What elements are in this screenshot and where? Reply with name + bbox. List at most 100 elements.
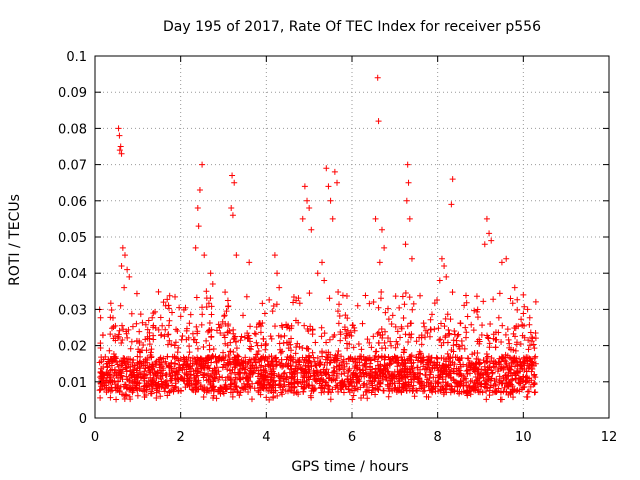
data-point bbox=[318, 324, 325, 331]
data-point bbox=[189, 354, 196, 361]
data-point bbox=[222, 340, 229, 347]
data-point bbox=[342, 312, 349, 319]
data-point bbox=[323, 339, 330, 346]
data-point bbox=[145, 317, 152, 324]
data-point bbox=[238, 365, 245, 372]
data-point bbox=[502, 354, 509, 361]
data-point bbox=[437, 387, 444, 394]
data-point bbox=[428, 354, 435, 361]
data-point bbox=[226, 375, 233, 382]
data-point bbox=[441, 262, 448, 269]
data-point bbox=[221, 313, 228, 320]
data-point bbox=[246, 345, 253, 352]
data-point bbox=[133, 379, 140, 386]
data-point bbox=[124, 376, 131, 383]
data-point bbox=[150, 324, 157, 331]
data-point bbox=[249, 362, 256, 369]
data-point bbox=[504, 326, 511, 333]
data-point bbox=[155, 288, 162, 295]
data-point bbox=[410, 370, 417, 377]
data-point bbox=[127, 345, 134, 352]
data-point bbox=[255, 380, 262, 387]
data-point bbox=[467, 370, 474, 377]
data-point bbox=[263, 394, 270, 401]
data-point bbox=[97, 380, 104, 387]
data-point bbox=[183, 325, 190, 332]
data-point bbox=[406, 294, 413, 301]
data-point bbox=[310, 370, 317, 377]
data-point bbox=[233, 345, 240, 352]
data-point bbox=[212, 367, 219, 374]
data-point bbox=[403, 197, 410, 204]
data-point bbox=[532, 353, 539, 360]
data-point bbox=[473, 293, 480, 300]
data-point bbox=[277, 381, 284, 388]
data-point bbox=[225, 302, 232, 309]
data-point bbox=[514, 296, 521, 303]
data-point bbox=[477, 389, 484, 396]
data-point bbox=[124, 266, 131, 273]
data-point bbox=[456, 370, 463, 377]
data-point bbox=[335, 289, 342, 296]
data-point bbox=[305, 352, 312, 359]
data-point bbox=[505, 372, 512, 379]
data-point bbox=[254, 379, 261, 386]
data-point bbox=[431, 300, 438, 307]
data-point bbox=[382, 354, 389, 361]
data-point bbox=[270, 393, 277, 400]
data-point bbox=[353, 372, 360, 379]
data-point bbox=[138, 385, 145, 392]
data-point bbox=[364, 395, 371, 402]
data-point bbox=[531, 354, 538, 361]
data-point bbox=[259, 300, 266, 307]
data-point bbox=[234, 352, 241, 359]
data-point bbox=[309, 331, 316, 338]
data-point bbox=[98, 358, 105, 365]
data-point bbox=[269, 382, 276, 389]
data-point bbox=[531, 345, 538, 352]
data-point bbox=[509, 376, 516, 383]
data-point bbox=[531, 371, 538, 378]
data-point bbox=[449, 387, 456, 394]
x-tick-label: 2 bbox=[177, 430, 185, 445]
data-point bbox=[392, 384, 399, 391]
data-point bbox=[184, 363, 191, 370]
data-point bbox=[193, 339, 200, 346]
data-point bbox=[257, 323, 264, 330]
data-point bbox=[208, 359, 215, 366]
data-point bbox=[289, 370, 296, 377]
data-point bbox=[344, 376, 351, 383]
data-point bbox=[356, 366, 363, 373]
data-point bbox=[393, 389, 400, 396]
data-point bbox=[372, 215, 379, 222]
data-point bbox=[125, 377, 132, 384]
data-point bbox=[431, 326, 438, 333]
y-tick-label: 0.03 bbox=[58, 303, 87, 318]
data-point bbox=[505, 380, 512, 387]
data-point bbox=[448, 201, 455, 208]
data-point bbox=[407, 320, 414, 327]
data-point bbox=[528, 338, 535, 345]
data-point bbox=[171, 384, 178, 391]
data-point bbox=[281, 382, 288, 389]
data-point bbox=[409, 367, 416, 374]
data-point bbox=[518, 316, 525, 323]
data-point bbox=[208, 333, 215, 340]
data-point bbox=[178, 387, 185, 394]
data-point bbox=[264, 379, 271, 386]
data-point bbox=[486, 230, 493, 237]
data-point bbox=[532, 329, 539, 336]
data-point bbox=[435, 325, 442, 332]
data-point bbox=[279, 323, 286, 330]
data-point bbox=[175, 364, 182, 371]
axis-ticks: 0 2 4 6 8 10 12 0 0.01 0.02 0.03 0.04 0.05 0.06 0.07 0.… bbox=[58, 50, 617, 445]
data-point bbox=[261, 310, 268, 317]
data-point bbox=[144, 359, 151, 366]
data-point bbox=[354, 362, 361, 369]
data-point bbox=[108, 307, 115, 314]
data-point bbox=[126, 386, 133, 393]
data-point bbox=[162, 372, 169, 379]
data-point bbox=[494, 368, 501, 375]
data-point bbox=[116, 132, 123, 139]
data-point bbox=[329, 215, 336, 222]
